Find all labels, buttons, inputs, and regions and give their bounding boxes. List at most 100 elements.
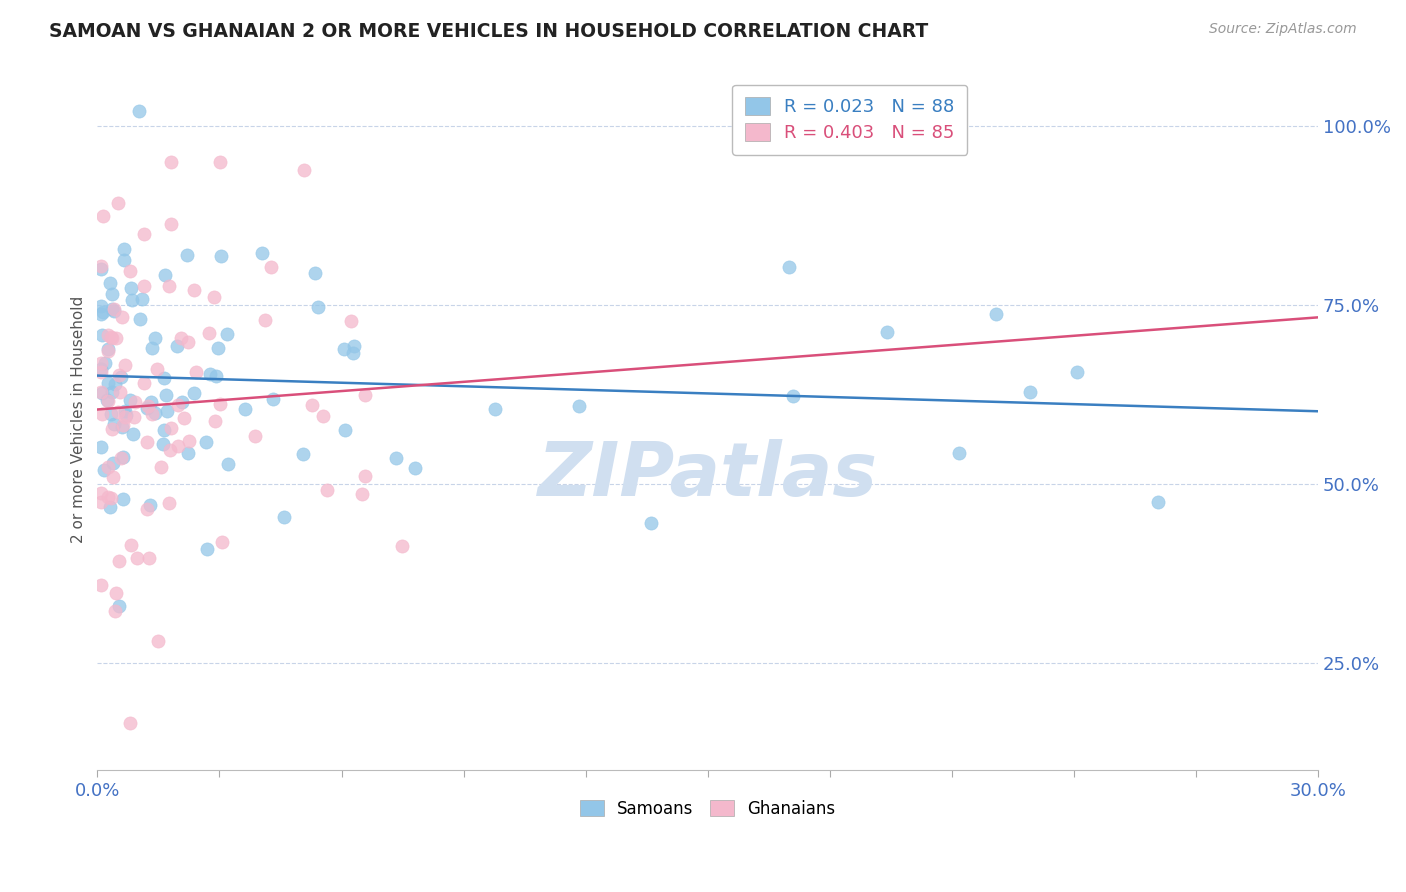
Point xyxy=(207,341,229,355)
Point xyxy=(101,302,124,317)
Point xyxy=(335,423,357,437)
Point xyxy=(105,585,128,599)
Point xyxy=(90,440,112,454)
Point xyxy=(211,535,233,549)
Point xyxy=(157,279,180,293)
Point xyxy=(134,278,156,293)
Point xyxy=(778,260,800,274)
Point xyxy=(148,634,170,648)
Point xyxy=(307,301,329,315)
Point xyxy=(128,104,150,119)
Point xyxy=(205,368,228,383)
Point xyxy=(342,346,364,360)
Point xyxy=(112,252,135,267)
Point xyxy=(120,281,142,295)
Point xyxy=(157,496,180,510)
Point xyxy=(217,457,239,471)
Point xyxy=(143,406,166,420)
Point xyxy=(294,162,316,177)
Point xyxy=(111,310,134,324)
Point xyxy=(135,434,157,449)
Point xyxy=(233,402,256,417)
Point xyxy=(124,395,146,409)
Point xyxy=(90,485,112,500)
Point xyxy=(120,538,142,552)
Point xyxy=(159,443,181,458)
Point xyxy=(122,426,145,441)
Point xyxy=(260,260,283,275)
Point xyxy=(484,402,506,417)
Point xyxy=(184,365,207,379)
Point xyxy=(304,266,326,280)
Point xyxy=(385,450,408,465)
Point xyxy=(273,509,295,524)
Point xyxy=(97,328,120,343)
Point xyxy=(105,331,128,345)
Point xyxy=(90,261,112,276)
Point xyxy=(114,410,136,425)
Point xyxy=(103,417,125,431)
Point xyxy=(103,456,125,470)
Point xyxy=(568,399,591,413)
Point xyxy=(90,384,112,399)
Point xyxy=(124,409,146,424)
Point xyxy=(98,277,121,291)
Point xyxy=(97,342,120,356)
Point xyxy=(333,343,356,357)
Point xyxy=(291,447,314,461)
Point xyxy=(170,331,193,345)
Point xyxy=(107,195,129,210)
Y-axis label: 2 or more Vehicles in Household: 2 or more Vehicles in Household xyxy=(72,295,86,543)
Point xyxy=(108,599,131,613)
Point xyxy=(159,421,181,435)
Point xyxy=(209,249,232,263)
Point xyxy=(90,300,112,314)
Point xyxy=(1018,384,1040,399)
Point xyxy=(97,376,120,391)
Point xyxy=(90,495,112,509)
Point xyxy=(103,301,125,316)
Point xyxy=(96,344,118,359)
Point xyxy=(153,268,176,282)
Point xyxy=(108,385,131,400)
Point xyxy=(110,451,132,466)
Point xyxy=(100,331,122,345)
Point xyxy=(138,551,160,566)
Point xyxy=(173,411,195,425)
Point xyxy=(1146,494,1168,508)
Point xyxy=(139,394,162,409)
Legend: Samoans, Ghanaians: Samoans, Ghanaians xyxy=(574,794,842,825)
Point xyxy=(136,400,159,414)
Point xyxy=(94,356,117,370)
Point xyxy=(127,551,149,566)
Point xyxy=(195,541,218,556)
Point xyxy=(98,500,121,515)
Point xyxy=(153,423,176,437)
Point xyxy=(391,539,413,553)
Point xyxy=(215,326,238,341)
Point xyxy=(118,392,141,407)
Point xyxy=(101,287,124,301)
Point xyxy=(353,388,375,402)
Point xyxy=(100,408,122,422)
Point xyxy=(354,469,377,483)
Point xyxy=(141,341,163,355)
Point xyxy=(101,385,124,400)
Point xyxy=(101,422,124,436)
Point xyxy=(114,358,136,372)
Point xyxy=(160,154,183,169)
Point xyxy=(115,408,138,422)
Point xyxy=(139,498,162,512)
Point xyxy=(97,459,120,474)
Point xyxy=(149,460,172,475)
Text: SAMOAN VS GHANAIAN 2 OR MORE VEHICLES IN HOUSEHOLD CORRELATION CHART: SAMOAN VS GHANAIAN 2 OR MORE VEHICLES IN… xyxy=(49,22,928,41)
Point xyxy=(404,461,426,475)
Point xyxy=(170,395,193,409)
Point xyxy=(108,554,131,568)
Point xyxy=(253,313,276,327)
Point xyxy=(152,437,174,451)
Point xyxy=(311,409,333,423)
Point xyxy=(176,446,198,460)
Point xyxy=(301,398,323,412)
Point xyxy=(262,392,284,406)
